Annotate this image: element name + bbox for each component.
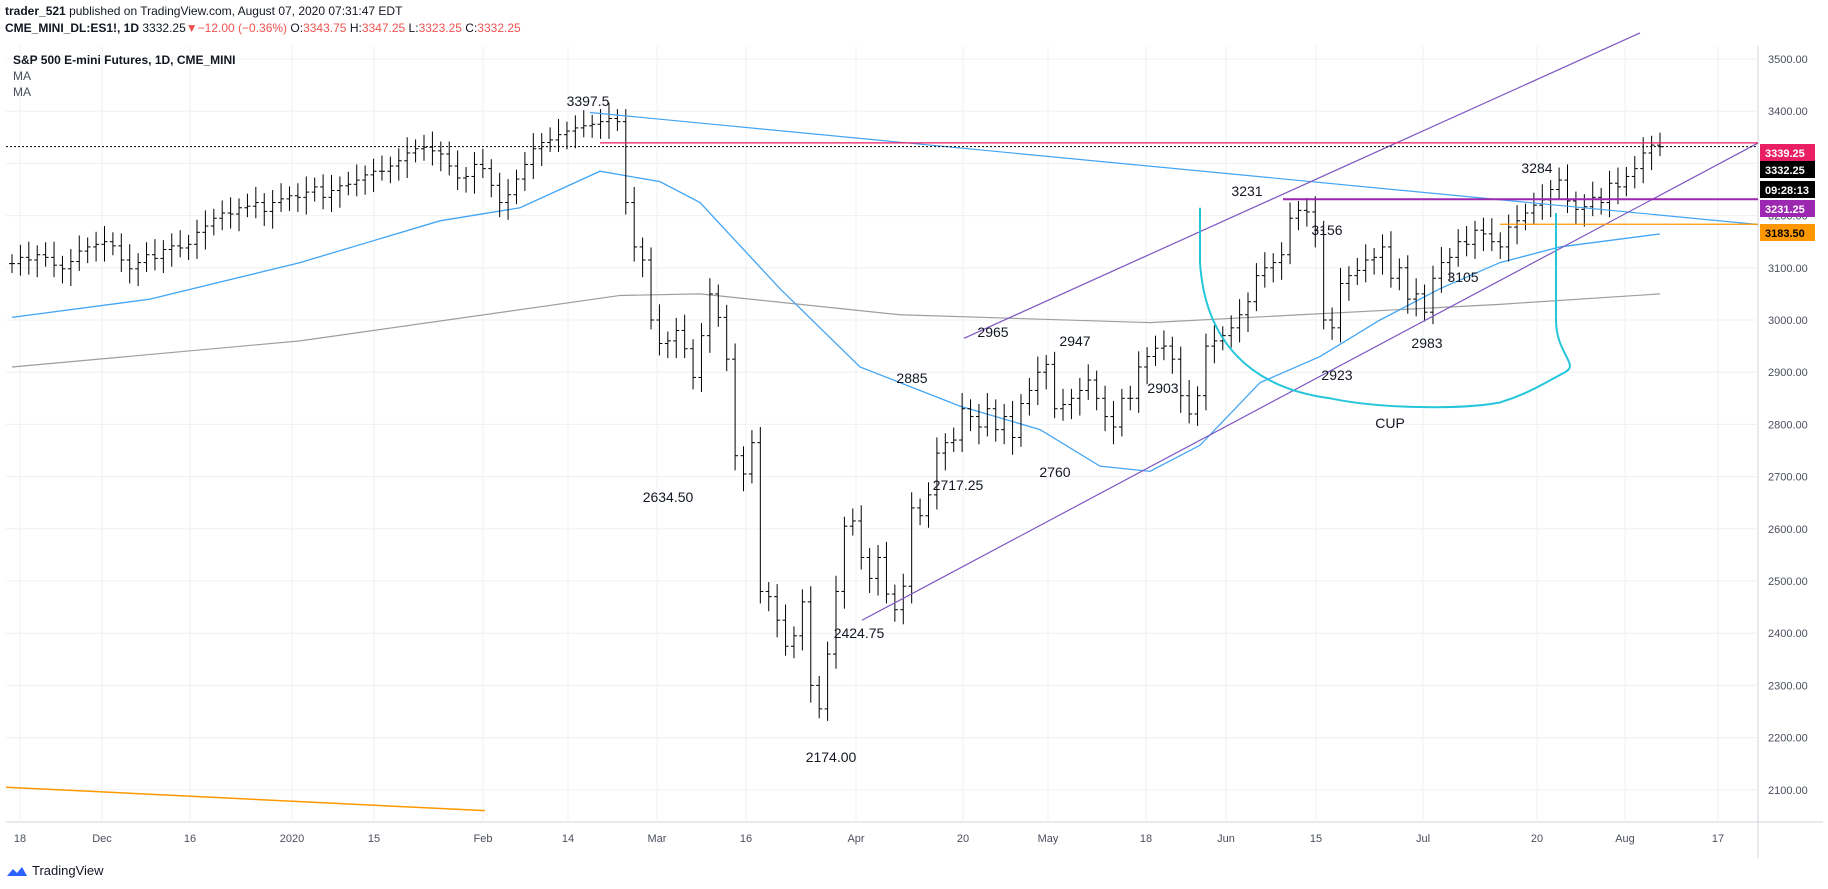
annotation-label: 2983 <box>1411 335 1442 351</box>
low-label: L: <box>408 21 419 35</box>
y-tick-label: 2400.00 <box>1768 628 1808 640</box>
annotation-label: 3284 <box>1521 160 1552 176</box>
price-change: −12.00 (−0.36%) <box>197 21 288 35</box>
x-tick-label: 16 <box>740 833 752 845</box>
annotation-label: CUP <box>1375 415 1405 431</box>
annotation-label: 2965 <box>977 324 1008 340</box>
open-label: O: <box>290 21 304 35</box>
x-tick-label: Jul <box>1416 833 1430 845</box>
x-tick-label: Aug <box>1615 833 1635 845</box>
x-tick-label: 14 <box>562 833 574 845</box>
x-tick-label: 18 <box>1140 833 1152 845</box>
open-value: 3343.75 <box>303 21 347 35</box>
y-tick-label: 3000.00 <box>1768 315 1808 327</box>
x-tick-label: Dec <box>92 833 112 845</box>
ma-50-line <box>11 170 1661 473</box>
publish-line: trader_521 published on TradingView.com,… <box>5 4 402 18</box>
price-axis-tag <box>1760 144 1815 161</box>
high-label: H: <box>349 21 362 35</box>
lower-channel-line <box>861 142 1759 621</box>
annotation-label: 2923 <box>1321 367 1352 383</box>
x-tick-label: 17 <box>1712 833 1724 845</box>
price-axis-tag <box>1760 224 1815 241</box>
y-tick-label: 3100.00 <box>1768 263 1808 275</box>
price-axis-tag-label: 3183.50 <box>1765 228 1805 240</box>
publish-info: published on TradingView.com, August 07,… <box>69 4 403 18</box>
orange-bottom-line <box>5 786 486 812</box>
chart-legend: S&P 500 E-mini Futures, 1D, CME_MINI MA … <box>13 52 236 100</box>
x-tick-label: Mar <box>648 833 667 845</box>
tradingview-logo-icon <box>7 866 27 876</box>
downtrend-line <box>589 111 1759 226</box>
y-tick-label: 2700.00 <box>1768 472 1808 484</box>
annotation-label: 2903 <box>1147 380 1178 396</box>
high-value: 3347.25 <box>361 21 406 35</box>
y-tick-label: 2100.00 <box>1768 785 1808 797</box>
annotation-label: 3397.5 <box>567 93 610 109</box>
ma-200-line <box>11 293 1661 368</box>
close-value: 3332.25 <box>477 21 521 35</box>
chart-title: S&P 500 E-mini Futures, 1D, CME_MINI <box>13 53 236 67</box>
x-tick-label: 15 <box>368 833 380 845</box>
y-tick-label: 2800.00 <box>1768 419 1808 431</box>
annotation-label: 2885 <box>896 370 927 386</box>
last-price: 3332.25 <box>142 21 186 35</box>
y-tick-label: 3400.00 <box>1768 106 1808 118</box>
annotation-label: 2424.75 <box>834 625 885 641</box>
ma-indicator-2[interactable]: MA <box>13 85 31 99</box>
x-tick-label: Jun <box>1217 833 1235 845</box>
ma-indicator-1[interactable]: MA <box>13 69 31 83</box>
ohlc-line: CME_MINI_DL:ES1!, 1D 3332.25▼−12.00 (−0.… <box>5 21 521 35</box>
annotation-label: 3231 <box>1231 183 1262 199</box>
upper-channel-line <box>963 32 1641 339</box>
x-tick-label: 20 <box>1531 833 1543 845</box>
annotation-label: 2634.50 <box>643 489 694 505</box>
x-tick-label: May <box>1038 833 1059 845</box>
brand-name: TradingView <box>32 863 104 878</box>
low-value: 3323.25 <box>418 21 462 35</box>
annotation-label: 2174.00 <box>806 749 857 765</box>
price-axis-tag-label: 09:28:13 <box>1765 185 1809 197</box>
price-axis-tag <box>1760 200 1815 217</box>
x-tick-label: Feb <box>474 833 493 845</box>
footer: TradingView <box>6 863 104 878</box>
price-axis-tag-label: 3231.25 <box>1765 204 1805 216</box>
annotation-label: 3105 <box>1447 269 1478 285</box>
down-arrow-icon: ▼ <box>185 21 198 35</box>
close-label: C: <box>465 21 478 35</box>
symbol-label: CME_MINI_DL:ES1!, 1D <box>5 21 140 35</box>
x-tick-label: 18 <box>14 833 26 845</box>
y-tick-label: 2500.00 <box>1768 576 1808 588</box>
y-tick-label: 2200.00 <box>1768 733 1808 745</box>
x-tick-label: 15 <box>1310 833 1322 845</box>
cup-pattern-shape <box>1199 207 1571 409</box>
price-axis-tag-label: 3332.25 <box>1765 165 1805 177</box>
annotation-label: 3156 <box>1311 222 1342 238</box>
y-tick-label: 3500.00 <box>1768 54 1808 66</box>
x-tick-label: 2020 <box>280 833 304 845</box>
x-tick-label: Apr <box>847 833 864 845</box>
price-axis-tag-label: 3339.25 <box>1765 148 1805 160</box>
annotation-label: 2717.25 <box>933 477 984 493</box>
y-tick-label: 2300.00 <box>1768 680 1808 692</box>
price-axis-tag <box>1760 161 1815 178</box>
annotation-label: 2947 <box>1059 333 1090 349</box>
x-tick-label: 16 <box>184 833 196 845</box>
author-name[interactable]: trader_521 <box>5 4 66 18</box>
y-tick-label: 2600.00 <box>1768 524 1808 536</box>
x-tick-label: 20 <box>957 833 969 845</box>
annotation-label: 2760 <box>1039 464 1070 480</box>
y-tick-label: 2900.00 <box>1768 367 1808 379</box>
price-axis-tag <box>1760 181 1815 198</box>
